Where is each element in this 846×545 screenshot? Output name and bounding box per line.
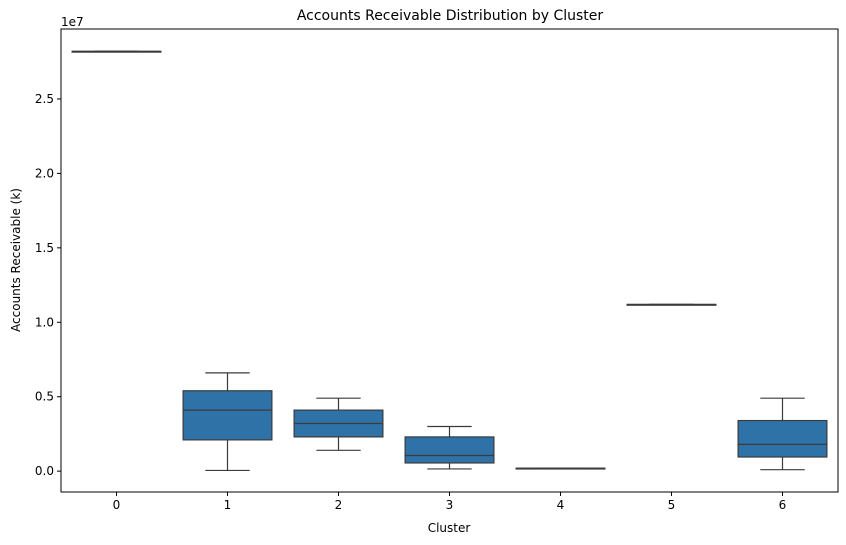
y-tick-label: 1.0 [35, 315, 54, 329]
x-axis: 0 1 2 3 4 5 6 [113, 492, 787, 512]
x-tick-label: 4 [557, 498, 565, 512]
plot-area [71, 50, 828, 472]
x-axis-label: Cluster [428, 521, 471, 535]
box-cluster-1 [182, 372, 273, 472]
y-axis-label: Accounts Receivable (k) [9, 188, 23, 332]
box-iqr [404, 436, 495, 464]
y-axis-offset-label: 1e7 [61, 15, 84, 29]
y-tick-label: 1.5 [35, 241, 54, 255]
x-tick-label: 2 [335, 498, 343, 512]
x-tick-label: 5 [668, 498, 676, 512]
y-tick-label: 0.0 [35, 464, 54, 478]
x-tick-label: 3 [446, 498, 454, 512]
plot-frame [60, 28, 839, 493]
y-tick-label: 2.0 [35, 166, 54, 180]
x-tick-label: 0 [113, 498, 121, 512]
box-cluster-2 [293, 397, 384, 451]
y-tick-label: 2.5 [35, 92, 54, 106]
box-cluster-0 [71, 50, 162, 53]
box-iqr [182, 390, 273, 441]
y-tick-label: 0.5 [35, 390, 54, 404]
x-tick-label: 6 [779, 498, 787, 512]
y-axis: 0.0 0.5 1.0 1.5 2.0 2.5 [35, 92, 61, 478]
box-cluster-6 [737, 397, 828, 471]
box-iqr [737, 419, 828, 458]
x-tick-label: 1 [224, 498, 232, 512]
box-cluster-3 [404, 425, 495, 470]
box-cluster-5 [626, 303, 717, 306]
box-cluster-4 [515, 467, 606, 470]
chart-title: Accounts Receivable Distribution by Clus… [297, 8, 604, 24]
